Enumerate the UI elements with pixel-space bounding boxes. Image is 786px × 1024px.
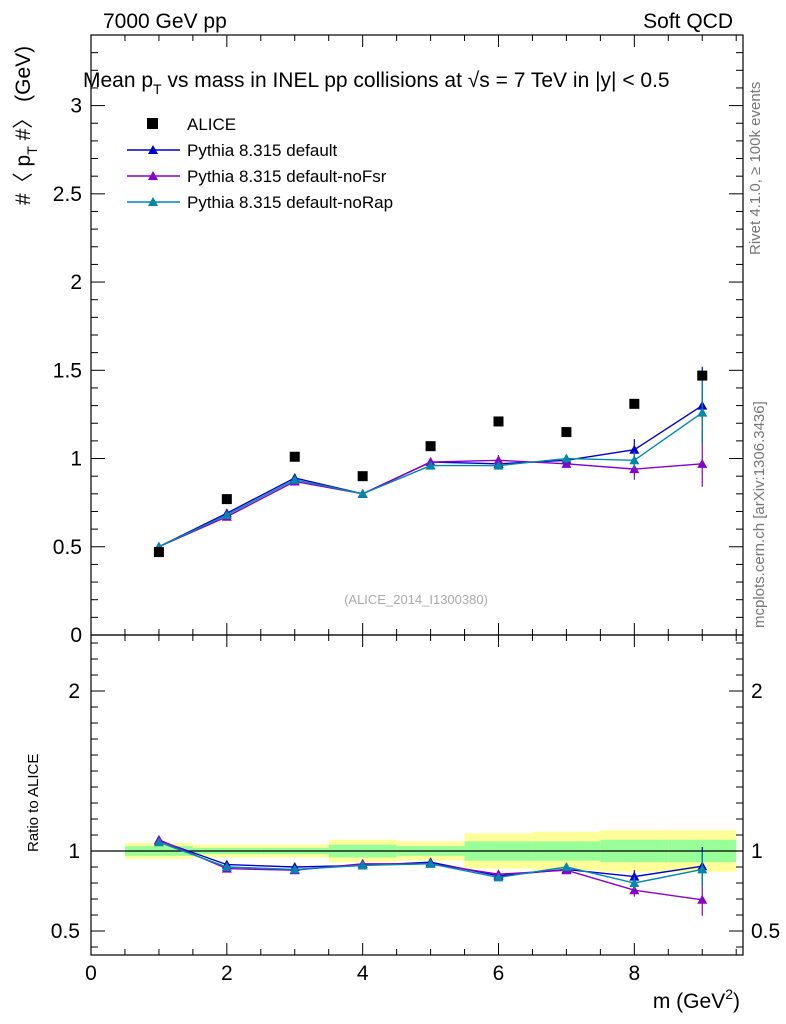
- x-tick-label: 8: [628, 962, 640, 985]
- x-tick-label: 0: [85, 962, 97, 985]
- data-point-alice: [561, 427, 572, 438]
- series-point-ratio: [425, 858, 436, 868]
- x-axis-label: m (GeV2): [653, 986, 740, 1013]
- series-point-ratio: [629, 871, 640, 881]
- title-prefix: Mean p: [83, 69, 153, 92]
- title-suffix: = 7 TeV in |y| < 0.5: [490, 69, 670, 92]
- chart-title: Mean pT vs mass in INEL pp collisions at…: [83, 69, 670, 97]
- y-tick-label-ratio: 1: [68, 840, 80, 863]
- ratio-plot-frame: [90, 634, 744, 956]
- series-point-main: [289, 474, 300, 484]
- series-line-main: [158, 412, 703, 548]
- y-tick-label-main: 1: [70, 448, 82, 471]
- series-point-main: [357, 488, 368, 498]
- series-line-main: [158, 405, 703, 548]
- series-point-main: [697, 407, 708, 417]
- title-mid: vs mass in INEL pp collisions at: [162, 69, 468, 92]
- legend-marker-alice: [147, 118, 158, 129]
- data-point-alice: [425, 441, 436, 452]
- legend-marker: [148, 171, 158, 180]
- series-point-main: [493, 455, 504, 465]
- legend-label: Pythia 8.315 default: [187, 141, 338, 160]
- data-point-alice: [697, 370, 708, 381]
- x-tick-label: 2: [221, 962, 233, 985]
- legend-label: Pythia 8.315 default-noRap: [187, 193, 393, 212]
- y-axis-label-ratio: Ratio to ALICE: [25, 754, 42, 852]
- y-tick-label-main: 2: [70, 271, 82, 294]
- series-point-main: [561, 458, 572, 468]
- y-tick-label-ratio-right: 2: [751, 680, 763, 703]
- data-point-alice: [153, 547, 164, 558]
- series-point-ratio: [493, 872, 504, 882]
- title-subscript: T: [153, 81, 162, 97]
- series-point-ratio: [697, 894, 708, 904]
- y-tick-label-ratio: 0.5: [51, 920, 80, 943]
- x-label-start: m (GeV: [653, 990, 725, 1013]
- data-point-alice: [629, 398, 640, 409]
- analysis-id: (ALICE_2014_I1300380): [344, 592, 488, 607]
- series-point-ratio: [629, 878, 640, 887]
- legend-label-alice: ALICE: [187, 115, 236, 134]
- series-point-ratio: [221, 862, 232, 871]
- series-point-main: [561, 453, 572, 463]
- x-label-sup: 2: [725, 986, 733, 1002]
- rivet-version-label: Rivet 4.1.0, ≥ 100k events: [747, 82, 764, 255]
- data-marks: [153, 366, 708, 916]
- x-tick-label: 4: [357, 962, 369, 985]
- y-tick-label-main: 3: [70, 95, 82, 118]
- y-label-start: #〈 p: [12, 155, 35, 205]
- series-point-main: [629, 444, 640, 454]
- y-label-sub: T: [24, 146, 40, 155]
- y-axis-label-main: #〈 pT #〉 (GeV): [12, 46, 40, 205]
- series-point-ratio: [153, 837, 164, 847]
- series-point-main: [425, 460, 436, 470]
- x-label-end: ): [733, 990, 740, 1013]
- data-point-alice: [493, 416, 504, 427]
- series-point-main: [629, 455, 640, 465]
- mcplots-label: mcplots.cern.ch [arXiv:1306.3436]: [751, 401, 768, 628]
- y-tick-label-ratio: 2: [68, 680, 80, 703]
- y-tick-label-ratio-right: 1: [751, 840, 763, 863]
- series-point-main: [697, 458, 708, 468]
- series-point-main: [493, 460, 504, 470]
- legend: ALICE Pythia 8.315 default Pythia 8.315 de…: [127, 115, 393, 212]
- series-point-ratio: [629, 885, 640, 895]
- y-tick-label-ratio-right: 0.5: [751, 920, 780, 943]
- series-point-ratio: [697, 864, 708, 874]
- y-tick-label-main: 0.5: [53, 536, 82, 559]
- y-tick-label-main: 1.5: [53, 359, 82, 382]
- y-tick-label-main: 0: [70, 624, 82, 647]
- series-point-ratio: [561, 862, 572, 871]
- data-point-alice: [357, 471, 368, 482]
- energy-label: 7000 GeV pp: [103, 10, 227, 33]
- series-point-ratio: [357, 860, 368, 870]
- series-point-main: [221, 510, 232, 519]
- axis-ticks: [90, 35, 743, 955]
- process-label: Soft QCD: [643, 10, 733, 33]
- x-tick-label: 6: [493, 962, 505, 985]
- y-label-end: #〉 (GeV): [12, 46, 35, 146]
- title-sqrt: √s: [468, 69, 490, 92]
- series-point-ratio: [289, 864, 300, 874]
- data-point-alice: [221, 494, 232, 505]
- legend-marker: [148, 197, 158, 206]
- data-point-alice: [289, 451, 300, 462]
- series-line-main: [158, 459, 703, 548]
- y-tick-label-main: 2.5: [53, 183, 82, 206]
- legend-label: Pythia 8.315 default-noFsr: [187, 167, 387, 186]
- legend-marker: [148, 145, 158, 154]
